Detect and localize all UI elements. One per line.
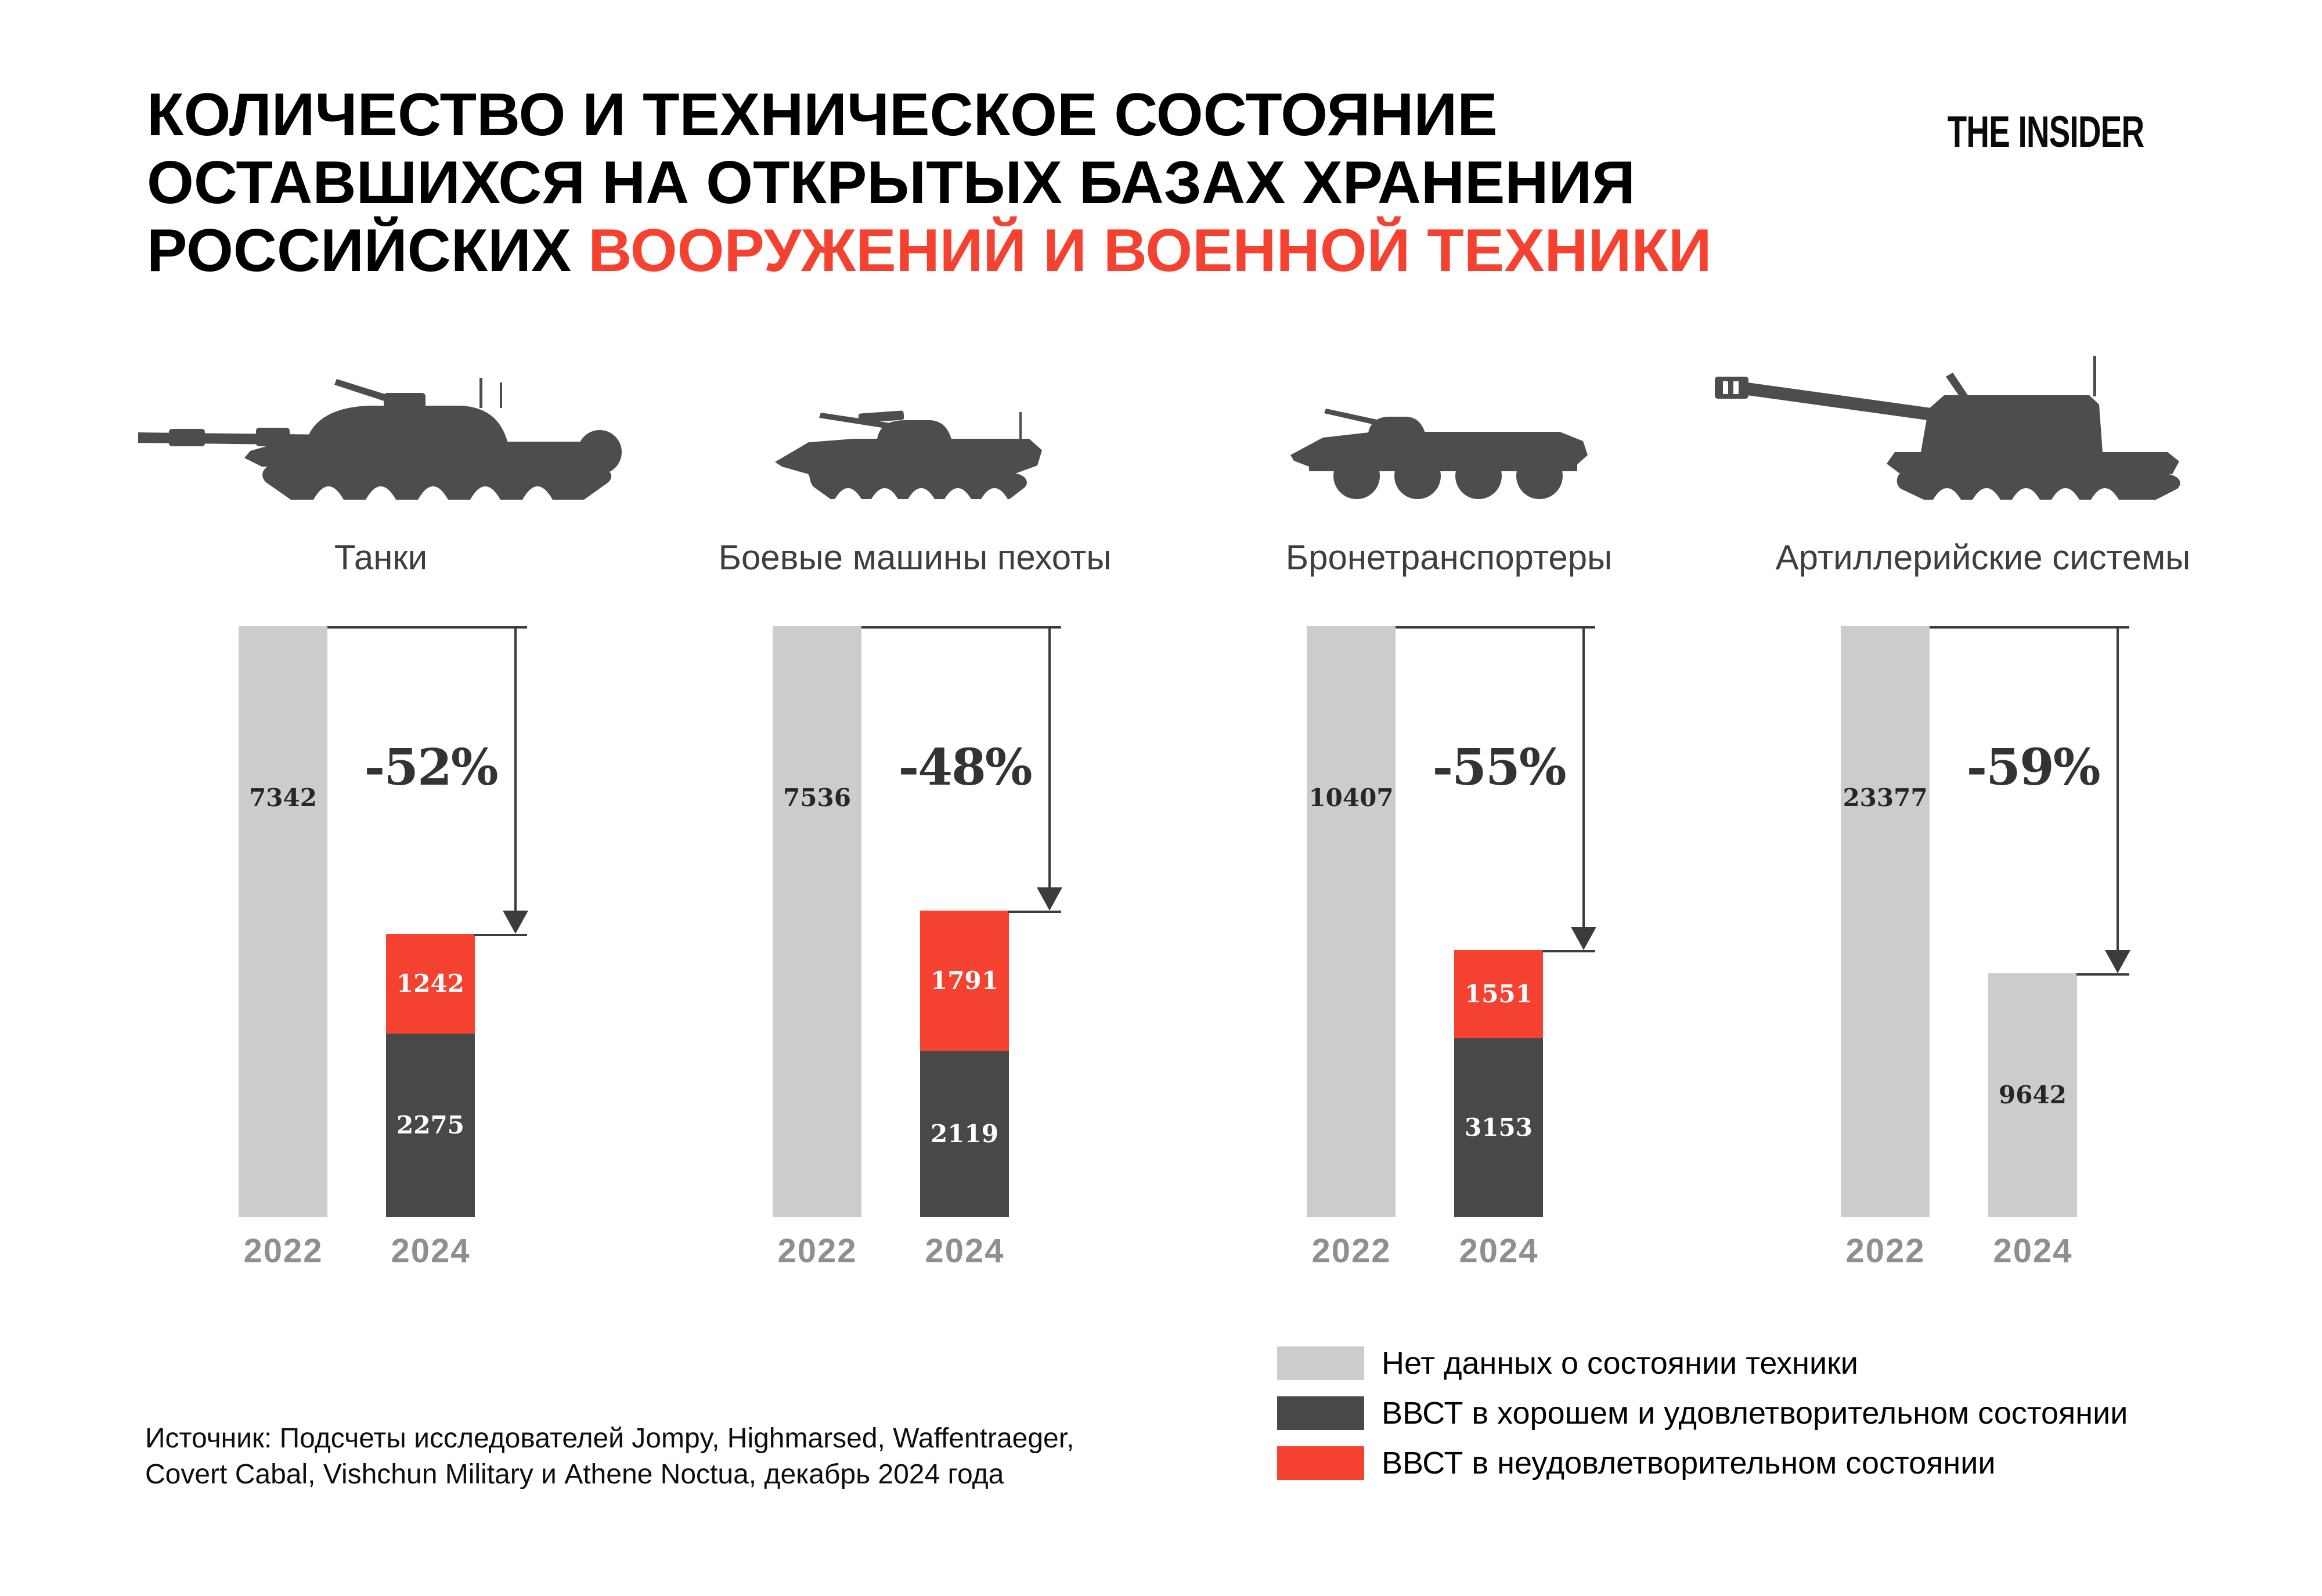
bar-2022-no-data: [1841, 626, 1930, 1217]
title-line-1: КОЛИЧЕСТВО И ТЕХНИЧЕСКОЕ СОСТОЯНИЕ: [147, 81, 1498, 149]
value-2022: 7536: [783, 783, 851, 812]
legend-row: ВВСТ в неудовлетворительном состоянии: [1277, 1445, 1996, 1481]
arrow-bottom-line: [2076, 973, 2129, 976]
bar-2022-no-data: [239, 626, 327, 1217]
arrow-bottom-line: [1008, 911, 1061, 913]
legend-swatch-icon: [1277, 1396, 1364, 1430]
vehicle-icon-box: [1288, 409, 1596, 501]
year-label-2024: 2024: [925, 1232, 1005, 1270]
value-2024-bad: 1242: [396, 969, 464, 998]
year-label-2024: 2024: [1459, 1232, 1539, 1270]
change-percent: -59%: [1966, 738, 2100, 797]
value-2024-good: 2119: [931, 1120, 998, 1148]
value-2024-no-data: 9642: [1999, 1081, 2067, 1109]
arrow-head-icon: [2105, 950, 2130, 973]
arrow-head-icon: [1037, 887, 1062, 911]
legend-row: Нет данных о состоянии техники: [1277, 1345, 1858, 1381]
change-percent: -52%: [364, 738, 498, 797]
bar-2024-bad: [920, 911, 1009, 1051]
arrow-top-line: [861, 626, 1061, 629]
category-label: Танки: [334, 538, 428, 577]
year-label-2024: 2024: [1993, 1232, 2073, 1270]
legend-row: ВВСТ в хорошем и удовлетворительном сост…: [1277, 1395, 2128, 1431]
arrow-bottom-line: [1542, 950, 1595, 952]
bar-2022-no-data: [773, 626, 861, 1217]
category-label: Артиллерийские системы: [1775, 538, 2191, 577]
title-line-2: ОСТАВШИХСЯ НА ОТКРЫТЫХ БАЗАХ ХРАНЕНИЯ: [147, 149, 1635, 216]
infographic-title: КОЛИЧЕСТВО И ТЕХНИЧЕСКОЕ СОСТОЯНИЕ ОСТАВ…: [147, 81, 1712, 285]
arrow-bottom-line: [474, 934, 527, 936]
arrow-top-line: [1396, 626, 1595, 629]
category-label: Бронетранспортеры: [1285, 538, 1613, 577]
source-line-1: Источник: Подсчеты исследователей Jompy,…: [145, 1423, 1075, 1454]
year-label-2022: 2022: [243, 1232, 323, 1270]
arrow-head-icon: [503, 911, 528, 934]
artillery-icon: [1715, 356, 2180, 500]
value-2022: 7342: [249, 783, 317, 812]
legend-swatch-icon: [1277, 1446, 1364, 1480]
year-label-2024: 2024: [391, 1232, 471, 1270]
year-label-2022: 2022: [1311, 1232, 1391, 1270]
bar-2024-good: [1454, 1038, 1543, 1217]
arrow-top-line: [327, 626, 527, 629]
category-label: Боевые машины пехоты: [718, 538, 1112, 577]
title-line-3: РОССИЙСКИХ ВООРУЖЕНИЙ И ВОЕННОЙ ТЕХНИКИ: [147, 217, 1712, 284]
bar-2024-no-data: [1988, 973, 2077, 1217]
legend-swatch-icon: [1277, 1346, 1364, 1380]
value-2024-bad: 1551: [1465, 980, 1533, 1008]
legend-label: ВВСТ в хорошем и удовлетворительном сост…: [1382, 1396, 2128, 1431]
bar-2024-good: [920, 1051, 1009, 1217]
bar-2024-bad: [1454, 950, 1543, 1038]
title-accent-text: ВООРУЖЕНИЙ И ВОЕННОЙ ТЕХНИКИ: [588, 217, 1712, 284]
legend-label: ВВСТ в неудовлетворительном состоянии: [1382, 1446, 1996, 1481]
bar-2024-bad: [386, 934, 475, 1034]
ifv-icon: [775, 410, 1042, 499]
tank-icon: [138, 378, 622, 500]
change-percent: -55%: [1432, 738, 1566, 797]
arrow-vertical-line: [2117, 626, 2119, 951]
arrow-vertical-line: [514, 626, 517, 912]
source-note: Источник: Подсчеты исследователей Jompy,…: [145, 1421, 1074, 1493]
apc-icon: [1290, 409, 1588, 499]
value-2024-good: 3153: [1465, 1113, 1533, 1142]
arrow-vertical-line: [1048, 626, 1051, 889]
value-2022: 23377: [1843, 783, 1928, 812]
change-percent: -48%: [898, 738, 1032, 797]
source-line-2: Covert Cabal, Vishchun Military и Athene…: [145, 1459, 1004, 1490]
year-label-2022: 2022: [1845, 1232, 1926, 1270]
arrow-head-icon: [1571, 927, 1596, 950]
the-insider-logo: THE INSIDER: [1947, 107, 2144, 157]
year-label-2022: 2022: [777, 1232, 857, 1270]
value-2022: 10407: [1308, 783, 1394, 812]
vehicle-icon-box: [1715, 353, 2191, 501]
vehicle-icon-box: [137, 377, 625, 501]
bar-2022-no-data: [1307, 626, 1396, 1217]
legend-label: Нет данных о состоянии техники: [1382, 1346, 1858, 1381]
value-2024-bad: 1791: [931, 966, 998, 995]
value-2024-good: 2275: [396, 1111, 464, 1139]
vehicle-icon-box: [773, 409, 1045, 501]
arrow-top-line: [1930, 626, 2129, 629]
arrow-vertical-line: [1582, 626, 1585, 928]
bar-2024-good: [386, 1034, 475, 1217]
